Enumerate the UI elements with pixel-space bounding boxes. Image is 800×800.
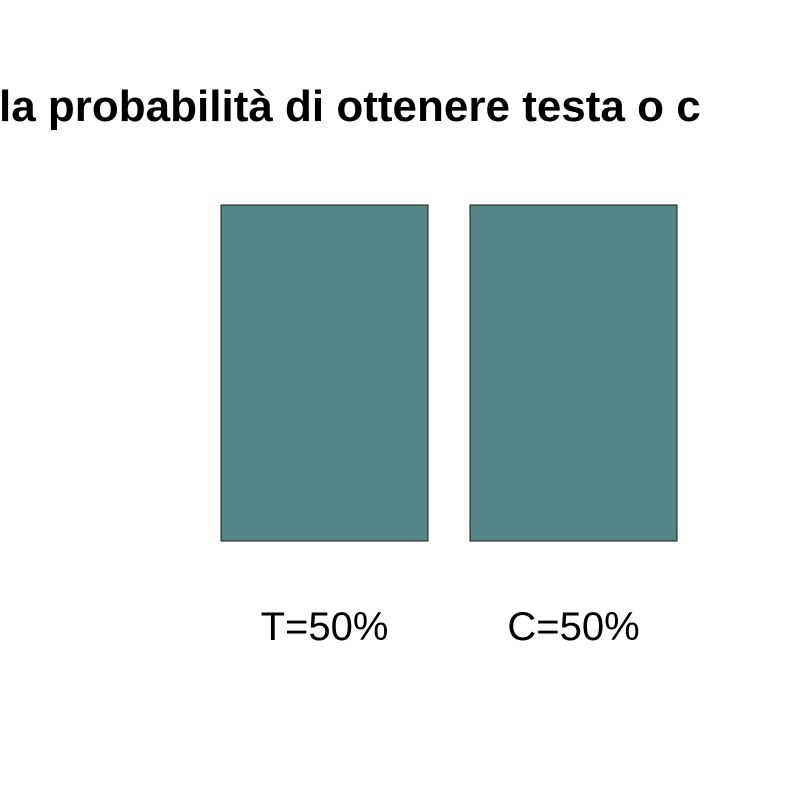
chart-title: la probabilità di ottenere testa o c [0,82,701,131]
bar-labels-group: T=50% C=50% [261,605,640,649]
bar-2 [469,204,678,542]
bars-group [220,204,678,542]
bar-label-1: T=50% [261,605,389,649]
bar-1 [220,204,429,542]
bar-label-2: C=50% [507,605,639,649]
